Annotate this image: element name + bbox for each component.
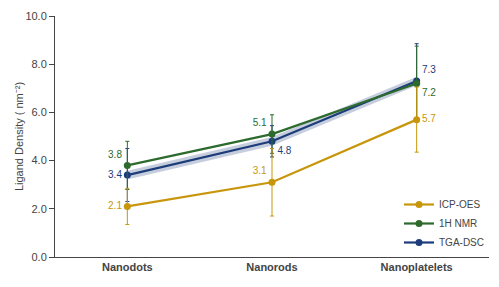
svg-text:4.8: 4.8: [277, 145, 291, 156]
svg-text:8.0: 8.0: [32, 58, 47, 70]
svg-text:Nanoplatelets: Nanoplatelets: [381, 261, 453, 273]
svg-text:ICP-OES: ICP-OES: [439, 199, 480, 210]
svg-text:7.3: 7.3: [422, 64, 436, 75]
svg-text:0.0: 0.0: [32, 251, 47, 263]
svg-text:2.1: 2.1: [108, 200, 122, 211]
svg-text:Nanorods: Nanorods: [246, 261, 297, 273]
svg-text:Nanodots: Nanodots: [102, 261, 153, 273]
svg-text:1H NMR: 1H NMR: [439, 218, 477, 229]
svg-text:3.1: 3.1: [253, 165, 267, 176]
svg-text:7.2: 7.2: [422, 87, 436, 98]
svg-text:Ligand Density ( nm⁻²): Ligand Density ( nm⁻²): [13, 82, 25, 191]
svg-text:3.4: 3.4: [108, 169, 122, 180]
svg-text:3.8: 3.8: [108, 149, 122, 160]
svg-text:10.0: 10.0: [25, 10, 46, 22]
svg-text:6.0: 6.0: [32, 106, 47, 118]
svg-text:4.0: 4.0: [32, 154, 47, 166]
svg-text:TGA-DSC: TGA-DSC: [439, 237, 484, 248]
svg-text:5.1: 5.1: [253, 117, 267, 128]
svg-text:2.0: 2.0: [32, 203, 47, 215]
svg-text:5.7: 5.7: [422, 113, 436, 124]
